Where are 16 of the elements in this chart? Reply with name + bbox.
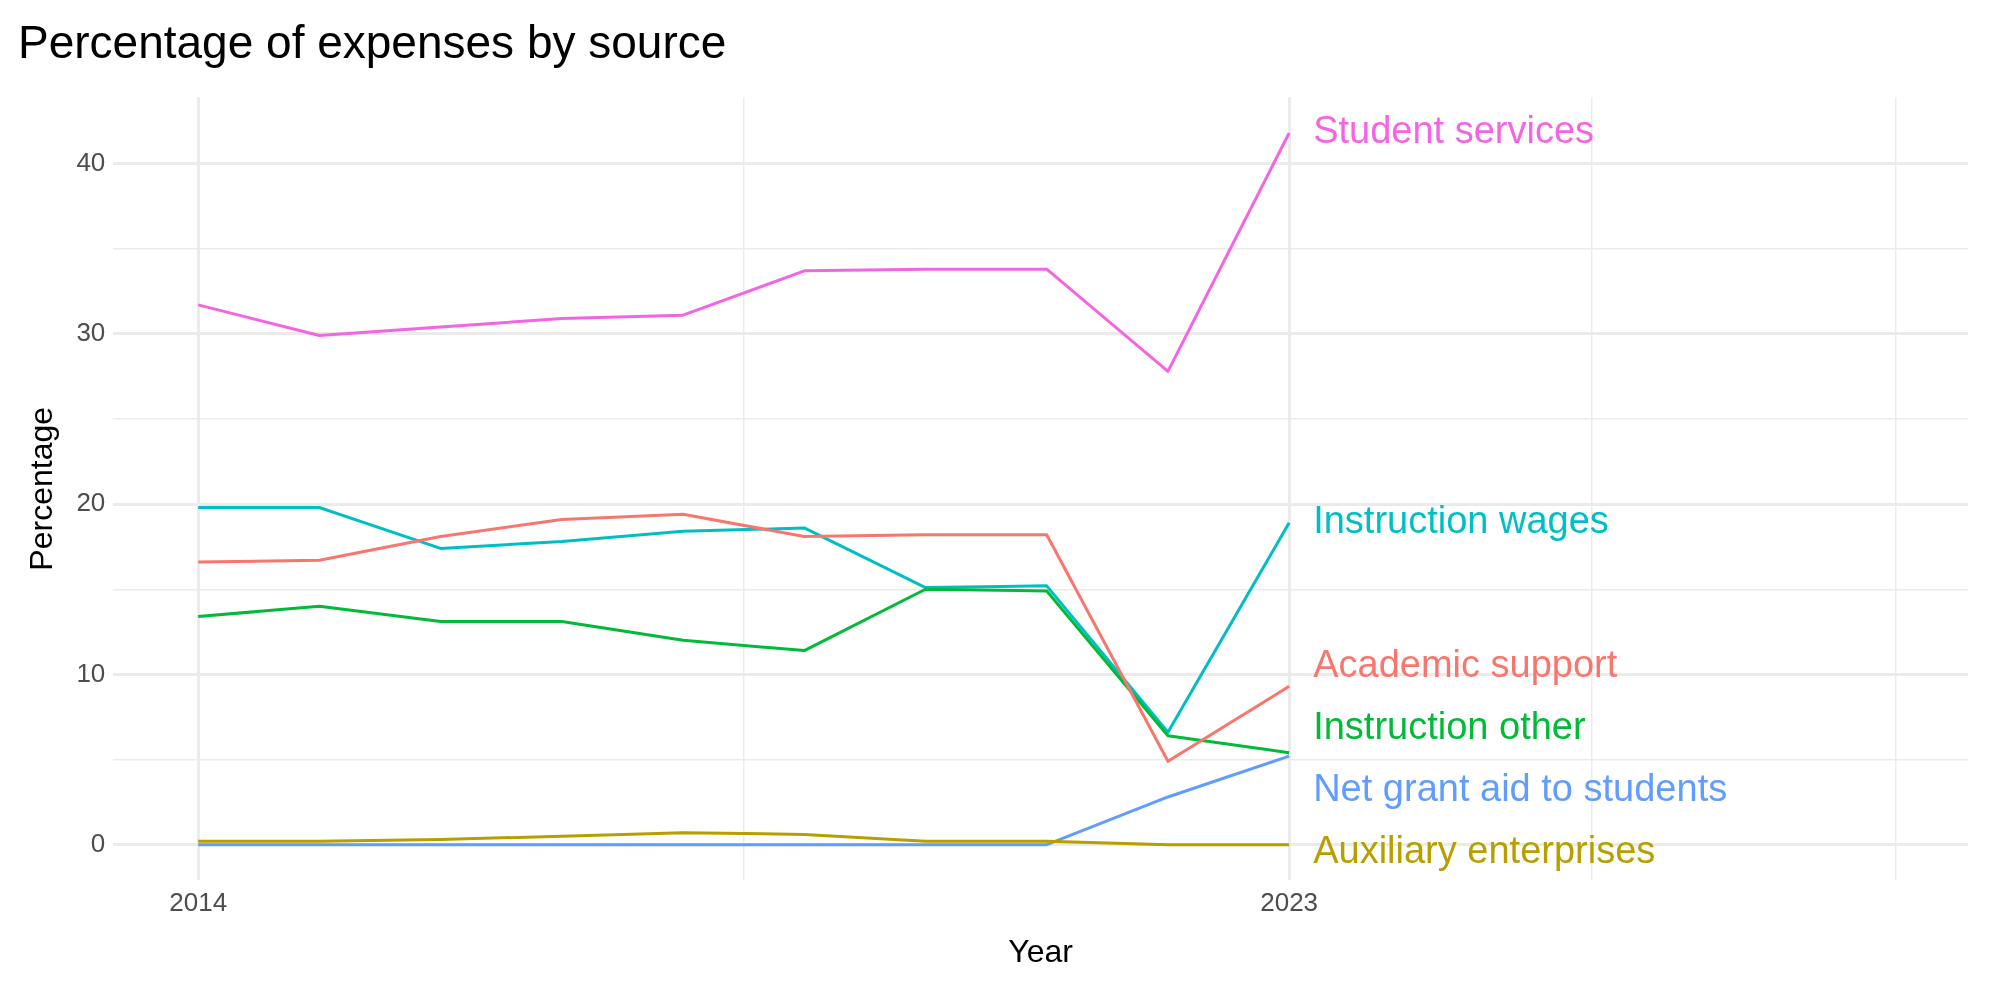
series-label: Instruction other [1313, 705, 1586, 748]
y-tick-label: 40 [76, 146, 106, 177]
y-tick-label: 20 [76, 487, 106, 518]
y-tick-label: 0 [90, 827, 106, 858]
y-tick-label: 10 [76, 657, 106, 688]
y-tick-label: 30 [76, 317, 106, 348]
series-label: Net grant aid to students [1313, 767, 1728, 810]
x-tick-label: 2014 [169, 887, 228, 918]
x-tick-label: 2023 [1260, 887, 1319, 918]
series-label: Academic support [1313, 643, 1618, 686]
x-axis-title: Year [1008, 932, 1074, 969]
series-label: Auxiliary enterprises [1313, 829, 1656, 872]
y-axis-title: Percentage [23, 406, 60, 571]
series-label: Instruction wages [1313, 499, 1609, 542]
chart-title: Percentage of expenses by source [18, 16, 727, 69]
series-label: Student services [1313, 109, 1595, 152]
